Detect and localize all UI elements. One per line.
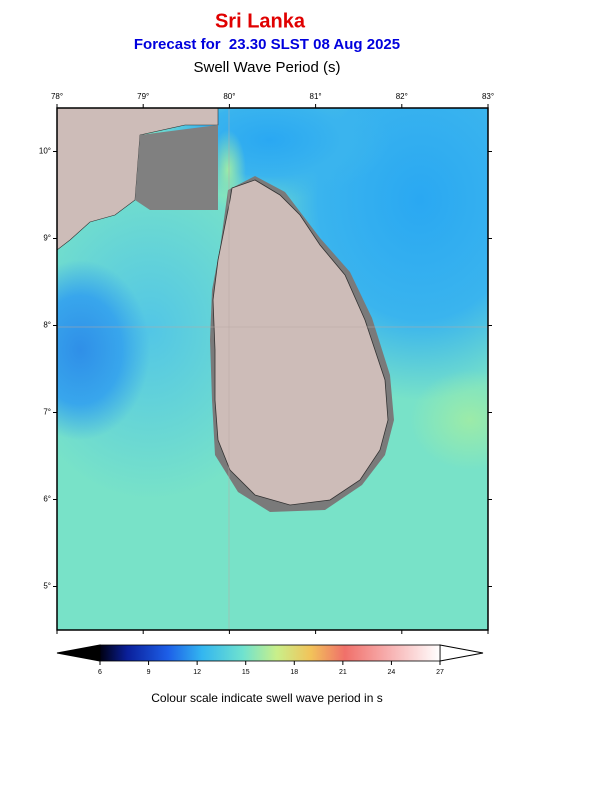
colorbar-under	[56, 644, 101, 662]
colorbar-caption: Colour scale indicate swell wave period …	[151, 691, 382, 705]
lon-label: 78°	[51, 92, 63, 101]
map-field	[57, 108, 488, 630]
colorbar-label: 21	[339, 669, 347, 676]
lon-label: 83°	[482, 92, 494, 101]
colorbar-label: 18	[290, 669, 298, 676]
lat-label: 5°	[43, 582, 51, 591]
title: Sri Lanka	[215, 10, 306, 32]
colorbar-label: 12	[193, 669, 201, 676]
lat-label: 8°	[43, 321, 51, 330]
subtitle: Forecast for 23.30 SLST 08 Aug 2025	[134, 36, 400, 53]
lon-label: 80°	[223, 92, 235, 101]
lat-label: 10°	[39, 147, 51, 156]
map-frame	[56, 107, 489, 631]
colorbar-label: 24	[388, 669, 396, 676]
lat-label: 6°	[43, 495, 51, 504]
colorbar	[99, 644, 441, 662]
lon-label: 81°	[310, 92, 322, 101]
lat-label: 7°	[43, 408, 51, 417]
colorbar-label: 9	[147, 669, 151, 676]
colorbar-over	[439, 644, 484, 662]
colorbar-label: 15	[242, 669, 250, 676]
lon-label: 82°	[396, 92, 408, 101]
variable-title: Swell Wave Period (s)	[194, 59, 341, 76]
colorbar-label: 6	[98, 669, 102, 676]
colorbar-label: 27	[436, 669, 444, 676]
lon-label: 79°	[137, 92, 149, 101]
lat-label: 9°	[43, 234, 51, 243]
